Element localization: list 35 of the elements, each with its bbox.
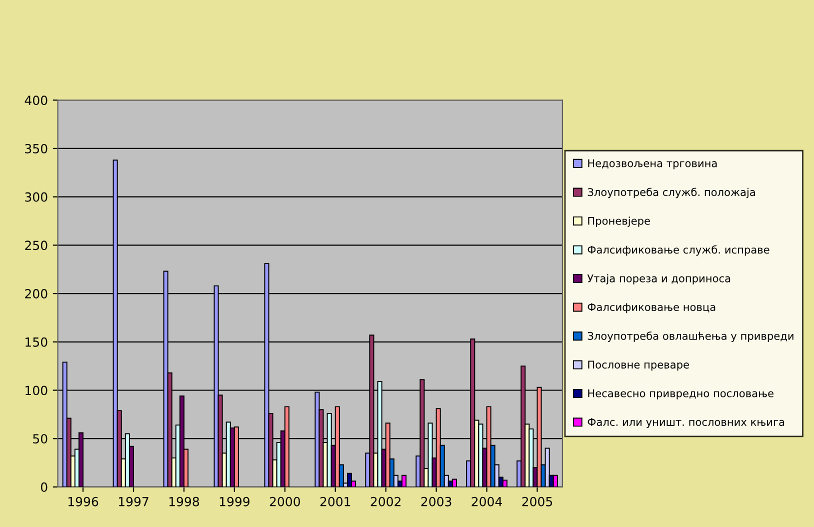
y-tick-label: 400 bbox=[24, 96, 48, 106]
legend-label: Утаја пореза и доприноса bbox=[587, 274, 730, 284]
legend-label: Фалсификовање новца bbox=[588, 303, 716, 314]
y-tick-label: 150 bbox=[26, 337, 48, 347]
x-tick-label: 2002 bbox=[370, 496, 400, 506]
x-tick-label: 2004 bbox=[472, 496, 502, 506]
x-tick-label: 1996 bbox=[68, 496, 98, 506]
bar bbox=[502, 480, 508, 487]
legend-label: Злоупотреба овлашћења у привреди bbox=[588, 332, 794, 342]
y-tick-label: 50 bbox=[33, 434, 48, 444]
legend-label: Фалсификовање служб. исправе bbox=[588, 245, 770, 256]
x-tick-label: 2003 bbox=[421, 496, 452, 506]
y-tick-label: 350 bbox=[25, 144, 48, 154]
x-tick-label: 2000 bbox=[270, 496, 300, 506]
legend-label: Фалс. или уништ. пословних књига bbox=[588, 418, 784, 428]
legend-label: Несавесно привредно пословање bbox=[588, 389, 774, 400]
y-tick-label: 100 bbox=[26, 386, 48, 396]
legend-label: Пословне преваре bbox=[588, 360, 689, 371]
bar bbox=[552, 474, 558, 487]
bar bbox=[452, 478, 457, 487]
legend-label: Недозвољена трговина bbox=[588, 159, 717, 170]
x-tick-label: 1999 bbox=[220, 496, 250, 506]
bar bbox=[544, 448, 550, 487]
x-tick-label: 1997 bbox=[118, 496, 148, 506]
bar bbox=[402, 474, 407, 487]
bar bbox=[346, 472, 352, 487]
x-tick-label: 2005 bbox=[522, 496, 552, 506]
y-tick-label: 0 bbox=[40, 482, 48, 492]
y-tick-label: 200 bbox=[25, 289, 48, 298]
x-tick-label: 2001 bbox=[320, 496, 350, 506]
y-tick-label: 300 bbox=[25, 192, 48, 202]
legend-label: Проневјере bbox=[588, 216, 650, 227]
x-tick-label: 1998 bbox=[169, 496, 200, 506]
legend-label: Злоупотреба служб. положаја bbox=[588, 188, 755, 198]
y-tick-label: 250 bbox=[25, 240, 48, 250]
